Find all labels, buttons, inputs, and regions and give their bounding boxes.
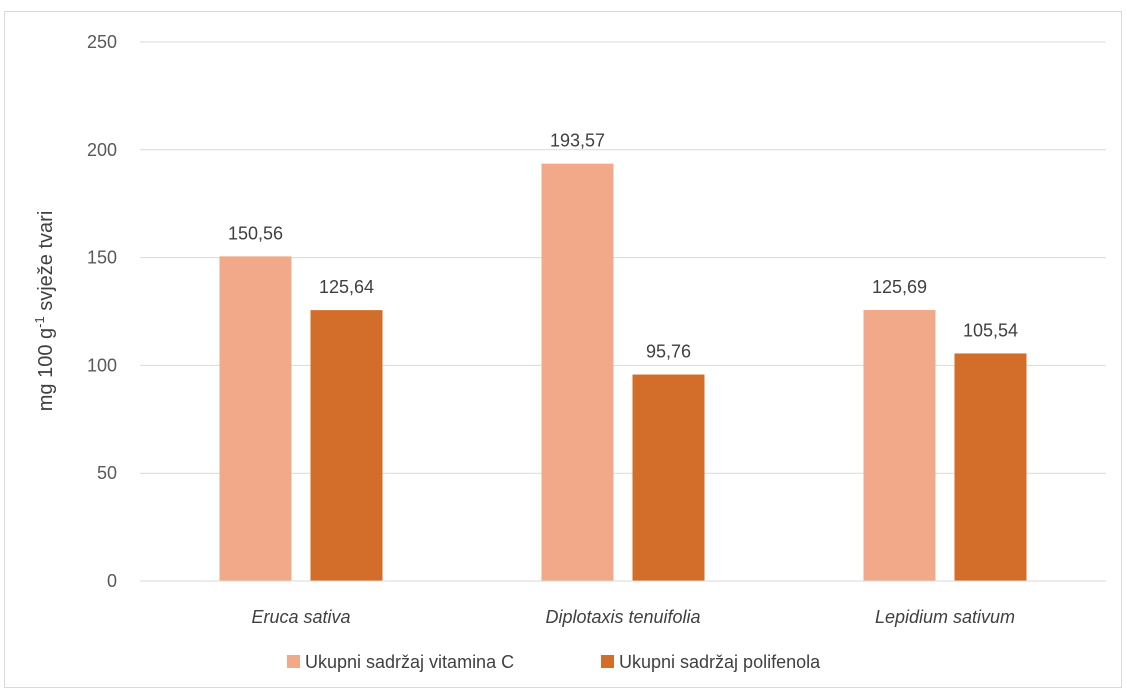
y-tick-label: 0 — [107, 571, 117, 591]
bar — [310, 310, 383, 581]
data-label: 125,64 — [319, 277, 374, 297]
bar — [541, 163, 614, 581]
category-label: Lepidium sativum — [875, 607, 1015, 627]
legend: Ukupni sadržaj vitamina C Ukupni sadržaj … — [287, 652, 821, 672]
category-label: Diplotaxis tenuifolia — [545, 607, 700, 627]
bars — [219, 163, 1027, 581]
y-axis-title: mg 100 g-1 svježe tvari — [32, 211, 57, 412]
y-tick-label: 200 — [87, 140, 117, 160]
category-labels: Eruca sativa Diplotaxis tenuifolia Lepidiu… — [251, 607, 1015, 627]
data-label: 193,57 — [550, 131, 605, 151]
data-label: 150,56 — [228, 223, 283, 243]
y-tick-label: 50 — [97, 463, 117, 483]
data-labels: 150,56 125,64 193,57 95,76 125,69 105,54 — [228, 131, 1018, 362]
legend-swatch — [287, 655, 300, 668]
y-axis-title-suffix: svježe tvari — [35, 211, 57, 317]
legend-label: Ukupni sadržaj polifenola — [619, 652, 821, 672]
data-label: 95,76 — [646, 342, 691, 362]
y-tick-label: 150 — [87, 248, 117, 268]
y-tick-label: 250 — [87, 32, 117, 52]
bar — [954, 353, 1027, 581]
legend-swatch — [601, 655, 614, 668]
data-label: 105,54 — [963, 320, 1018, 340]
gridlines — [140, 41, 1106, 474]
bar — [219, 256, 292, 581]
data-label: 125,69 — [872, 277, 927, 297]
y-tick-label: 100 — [87, 355, 117, 375]
bar — [863, 310, 936, 581]
y-axis-ticks: 0 50 100 150 200 250 — [87, 32, 117, 591]
y-axis-title-superscript: -1 — [32, 316, 47, 328]
bar — [632, 374, 705, 581]
legend-label: Ukupni sadržaj vitamina C — [305, 652, 514, 672]
y-axis-title-prefix: mg 100 g — [35, 328, 57, 411]
category-label: Eruca sativa — [251, 607, 350, 627]
